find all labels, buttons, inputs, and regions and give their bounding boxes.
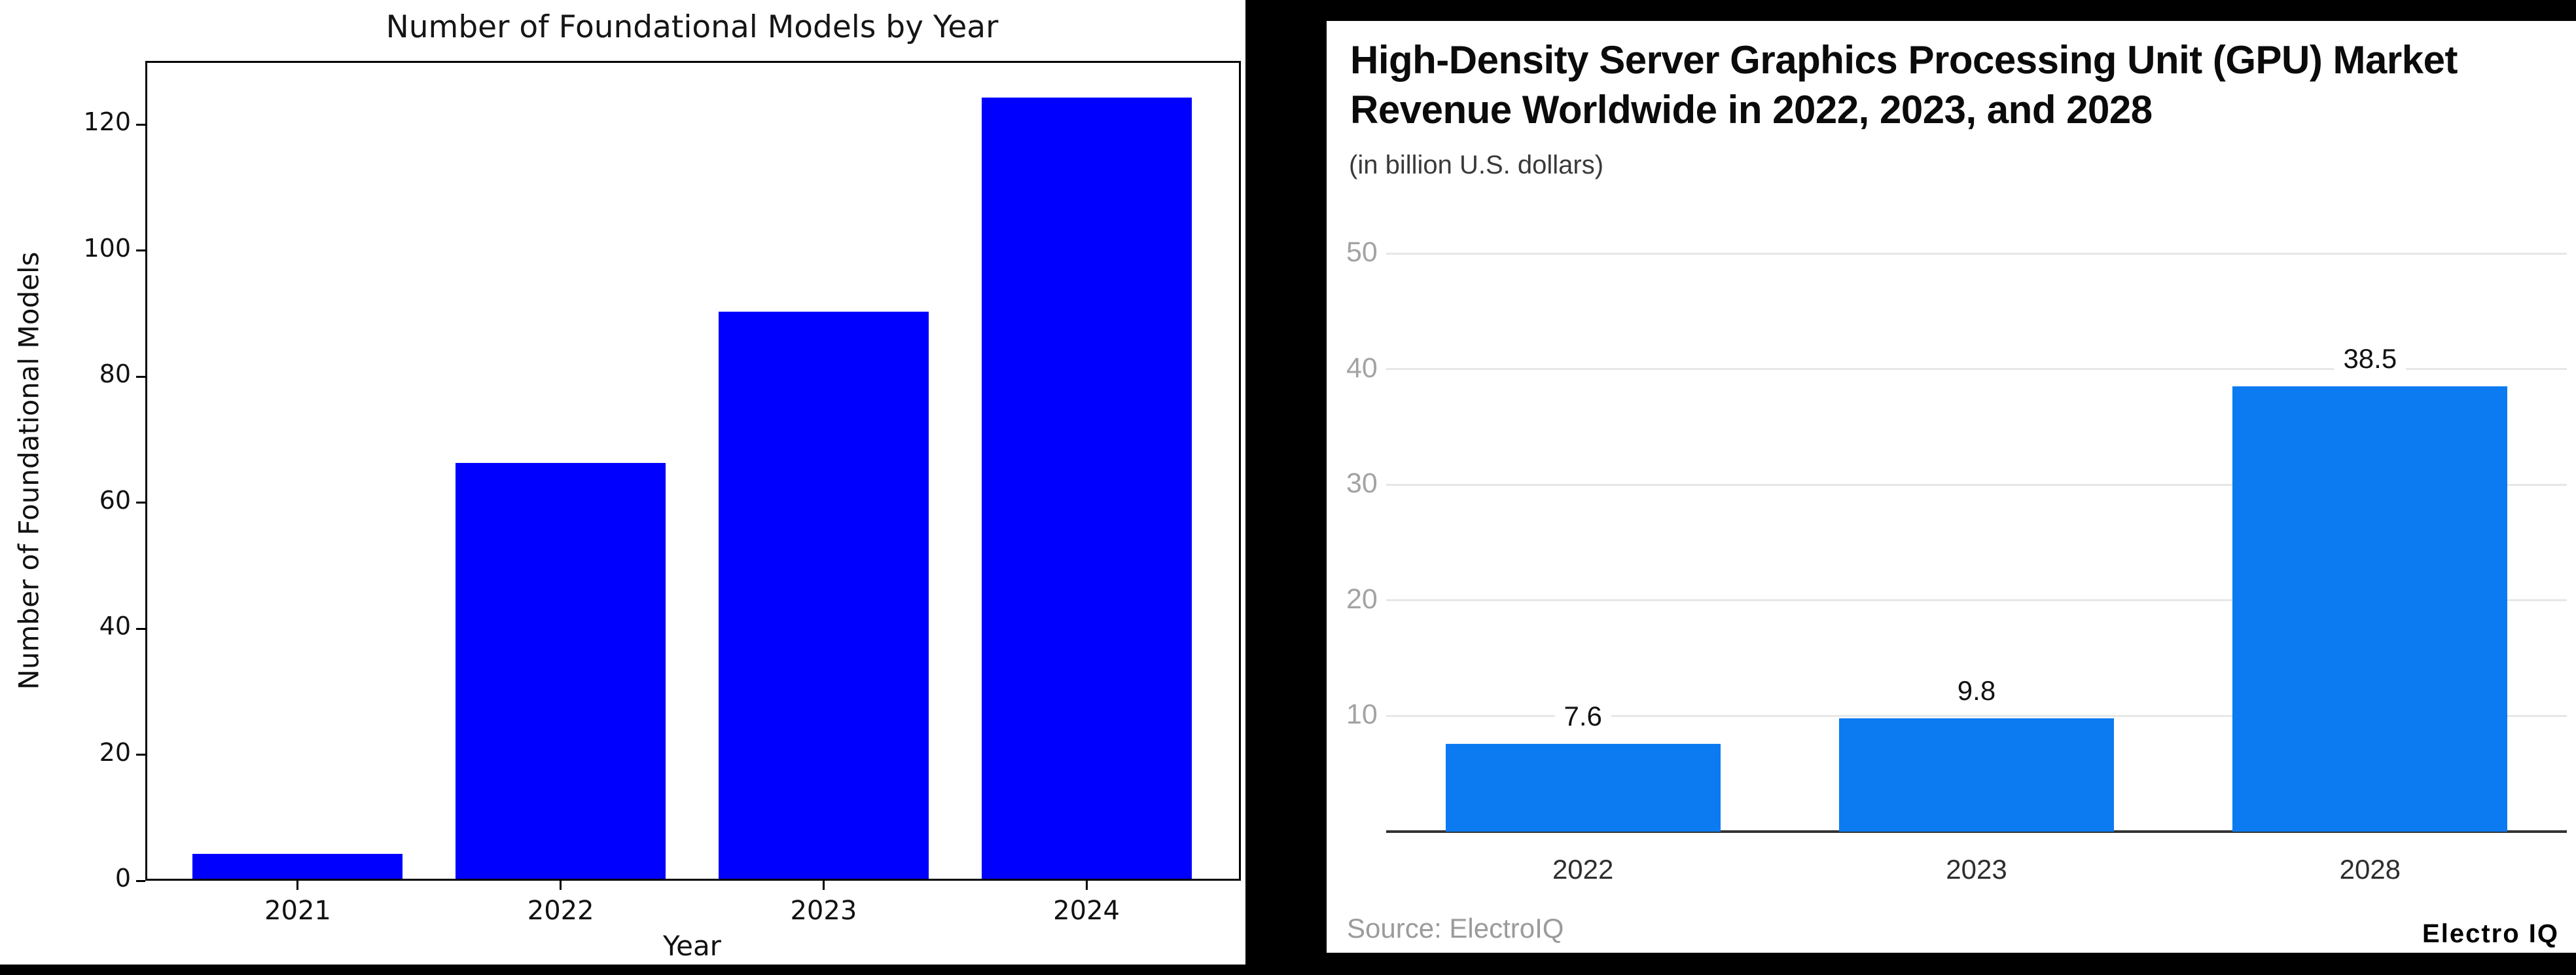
bar-2024 [981,97,1192,879]
y-tick-mark-0 [136,879,145,882]
y-tick-label-80: 80 [99,359,131,388]
x-axis-category-2028: 2028 [2339,854,2401,885]
y-tick-mark-60 [136,502,145,504]
left-chart-axes-frame [145,61,1241,881]
gridline-50 [1386,252,2567,255]
x-tick-label-2021: 2021 [264,896,331,926]
x-tick-mark-2023 [822,881,825,890]
left-chart-y-axis-label: Number of Foundational Models [12,251,45,690]
right-chart-title-line1: High-Density Server Graphics Processing … [1350,38,2458,82]
y-tick-label-60: 60 [99,485,131,515]
x-tick-mark-2024 [1085,881,1088,890]
x-tick-label-2022: 2022 [527,896,594,926]
y-tick-mark-100 [136,249,145,251]
y-axis-label-50: 50 [1346,236,1378,268]
bar-2022 [456,462,666,879]
right-chart-gpu-revenue-card: High-Density Server Graphics Processing … [1327,21,2576,953]
x-tick-label-2023: 2023 [790,896,857,926]
electro-iq-logo: Electro IQ [2422,919,2559,948]
y-axis-label-30: 30 [1346,468,1378,500]
right-chart-title: High-Density Server Graphics Processing … [1350,35,2458,135]
x-tick-mark-2021 [296,881,299,890]
x-axis-category-2023: 2023 [1946,854,2007,885]
gridline-40 [1386,368,2567,371]
bar-2022 [1445,743,1721,832]
y-tick-mark-80 [136,375,145,378]
bar-2023 [1839,718,2114,832]
y-tick-mark-120 [136,123,145,126]
y-tick-label-0: 0 [115,864,131,892]
bar-2028 [2232,386,2508,832]
y-axis-label-10: 10 [1346,699,1378,731]
y-tick-label-120: 120 [83,107,131,136]
left-chart-foundational-models: Number of Foundational Models by Year 0 2… [0,0,1245,965]
x-axis-category-2022: 2022 [1552,854,1614,885]
y-tick-label-40: 40 [99,612,131,640]
gridline-20 [1386,599,2567,602]
x-axis-baseline [1386,830,2567,833]
gridline-10 [1386,714,2567,717]
gridline-30 [1386,483,2567,486]
bar-2023 [718,311,929,879]
right-chart-subtitle: (in billion U.S. dollars) [1349,151,1604,179]
right-chart-source: Source: ElectroIQ [1347,913,1564,944]
value-label-2022: 7.6 [1554,699,1611,733]
bar-2021 [192,853,403,879]
y-tick-mark-40 [136,627,145,630]
value-label-2028: 38.5 [2334,342,2406,377]
y-tick-mark-20 [136,754,145,756]
y-axis-label-40: 40 [1346,352,1378,384]
x-tick-mark-2022 [560,881,562,890]
x-tick-label-2024: 2024 [1053,896,1120,926]
y-axis-label-20: 20 [1346,583,1378,615]
left-chart-title: Number of Foundational Models by Year [385,9,999,45]
right-chart-title-line2: Revenue Worldwide in 2022, 2023, and 202… [1350,88,2153,132]
y-tick-label-20: 20 [99,737,131,767]
y-tick-label-100: 100 [83,233,131,263]
value-label-2023: 9.8 [1948,673,2005,708]
left-chart-x-axis-label: Year [663,930,721,962]
